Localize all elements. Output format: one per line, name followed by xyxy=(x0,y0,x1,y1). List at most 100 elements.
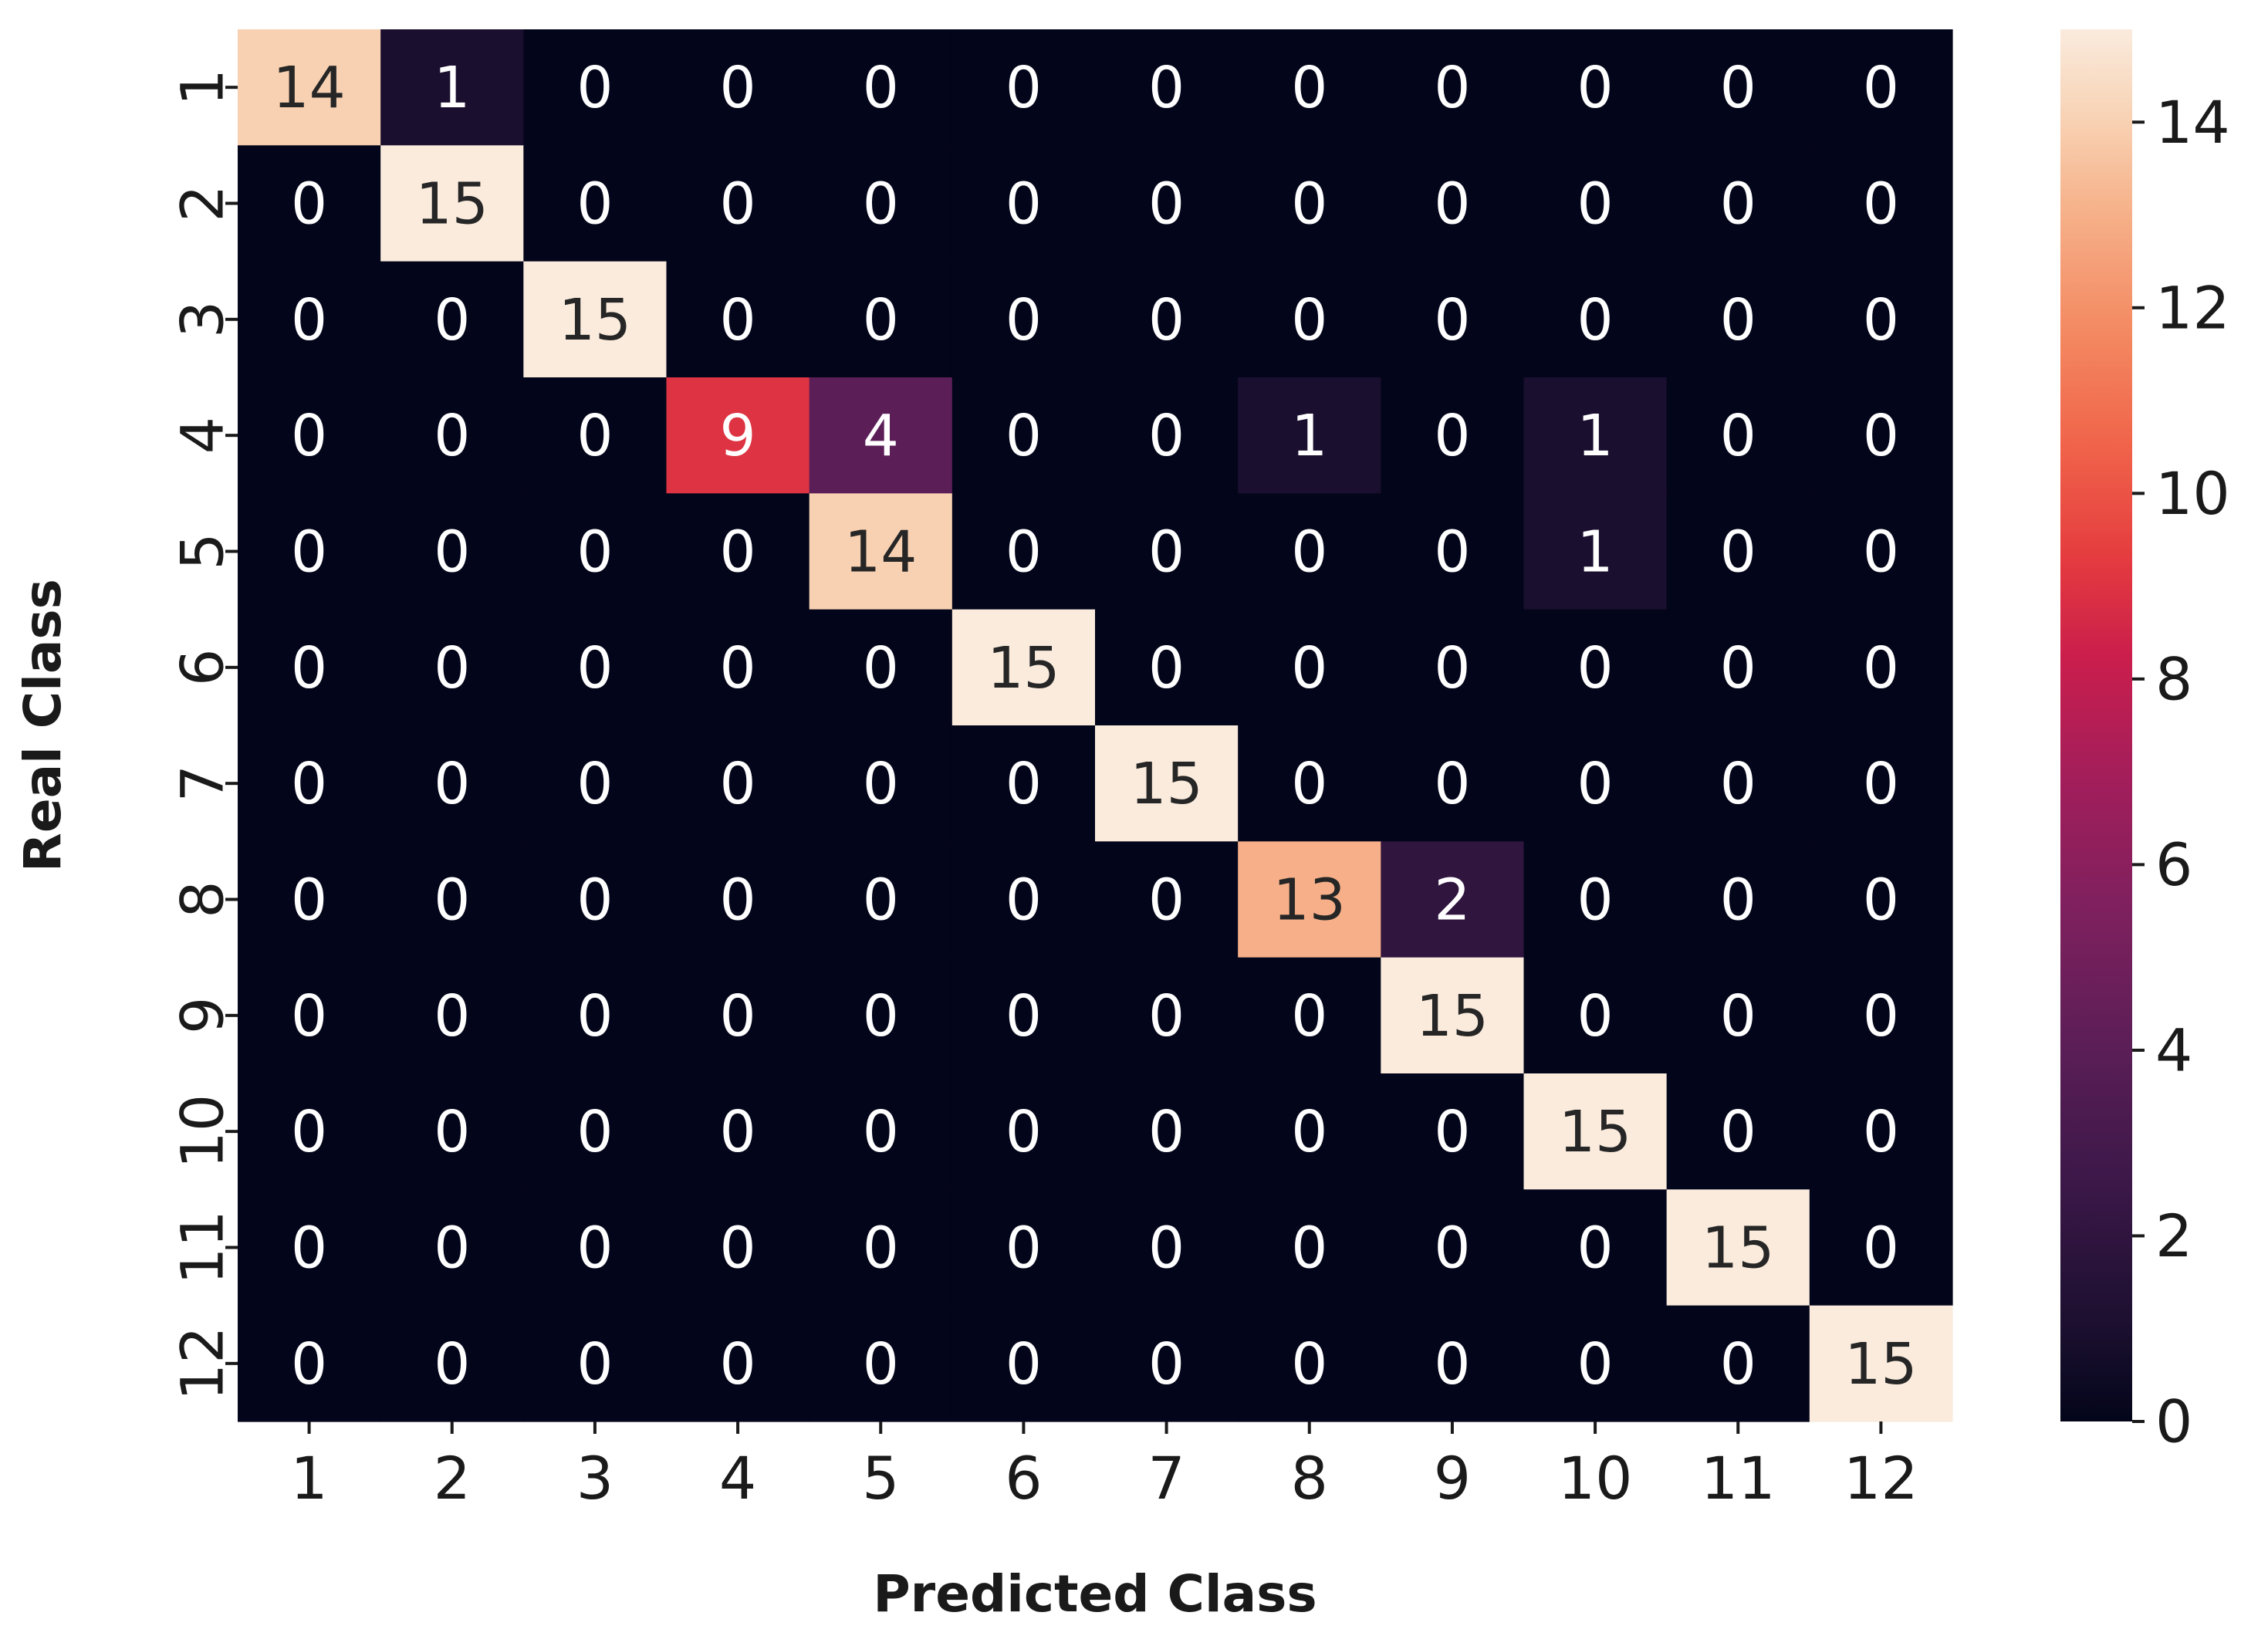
heatmap-cell xyxy=(238,493,381,610)
heatmap-cell xyxy=(380,145,524,262)
cell-value-label: 0 xyxy=(863,635,899,701)
y-tick-label: 5 xyxy=(168,532,237,570)
cell-value-label: 0 xyxy=(576,1215,613,1282)
cell-value-label: 0 xyxy=(576,635,613,701)
cell-value-label: 0 xyxy=(1434,519,1470,586)
cell-value-label: 0 xyxy=(434,1215,470,1282)
heatmap-cell xyxy=(380,1073,524,1190)
cell-value-label: 0 xyxy=(1863,55,1899,121)
cell-value-label: 0 xyxy=(1148,1331,1185,1398)
heatmap-cell xyxy=(523,609,668,726)
cell-value-label: 0 xyxy=(1434,1331,1470,1398)
cell-value-label: 0 xyxy=(1148,867,1185,934)
cell-value-label: 15 xyxy=(987,635,1060,701)
cell-value-label: 0 xyxy=(434,519,470,586)
heatmap-cell xyxy=(809,1073,953,1190)
cell-value-label: 0 xyxy=(1291,55,1327,121)
y-tick-label: 7 xyxy=(168,765,237,802)
cell-value-label: 15 xyxy=(416,171,488,238)
cell-value-label: 0 xyxy=(863,867,899,934)
heatmap-cell xyxy=(1523,377,1668,494)
cell-value-label: 0 xyxy=(720,867,756,934)
cell-value-label: 0 xyxy=(1148,635,1185,701)
heatmap-cell xyxy=(809,261,953,378)
x-tick-label: 6 xyxy=(1005,1444,1042,1513)
cell-value-label: 0 xyxy=(1863,171,1899,238)
cell-value-label: 0 xyxy=(576,983,613,1050)
cell-value-label: 0 xyxy=(1863,635,1899,701)
heatmap-cell xyxy=(1809,957,1953,1074)
cell-value-label: 0 xyxy=(1577,983,1614,1050)
heatmap-cell xyxy=(238,1305,381,1422)
heatmap-cell xyxy=(1238,1305,1381,1422)
heatmap-cell xyxy=(1666,493,1810,610)
heatmap-cell xyxy=(238,145,381,262)
x-tick-label: 5 xyxy=(862,1444,899,1513)
heatmap-cell xyxy=(523,145,668,262)
cell-value-label: 0 xyxy=(1720,1099,1756,1165)
x-tick-label: 11 xyxy=(1701,1444,1776,1513)
cell-value-label: 0 xyxy=(1577,751,1614,817)
cell-value-label: 0 xyxy=(720,751,756,817)
cell-value-label: 0 xyxy=(863,983,899,1050)
heatmap-cell xyxy=(1809,261,1953,378)
heatmap-cell xyxy=(523,957,668,1074)
heatmap-cell xyxy=(1523,841,1668,958)
y-tick-label: 1 xyxy=(168,69,237,106)
heatmap-cell xyxy=(523,1073,668,1190)
cell-value-label: 0 xyxy=(1434,1215,1470,1282)
cell-value-label: 0 xyxy=(1720,751,1756,817)
y-tick-label: 12 xyxy=(168,1326,237,1401)
y-tick-label: 8 xyxy=(168,881,237,918)
cell-value-label: 0 xyxy=(1434,1099,1470,1165)
cell-value-label: 0 xyxy=(1434,287,1470,353)
heatmap-cell xyxy=(666,725,810,842)
cell-value-label: 0 xyxy=(863,1215,899,1282)
heatmap-cell xyxy=(951,841,1096,958)
heatmap-cell xyxy=(1381,725,1525,842)
cell-value-label: 15 xyxy=(1130,751,1202,817)
cell-value-label: 0 xyxy=(434,751,470,817)
heatmap-cell xyxy=(1238,377,1381,494)
cell-value-label: 1 xyxy=(1577,403,1614,469)
heatmap-cell xyxy=(1381,1189,1525,1306)
heatmap-cell xyxy=(951,261,1096,378)
x-tick-label: 10 xyxy=(1558,1444,1633,1513)
heatmap-cell xyxy=(1381,29,1525,146)
heatmap-cell xyxy=(951,377,1096,494)
heatmap-cell xyxy=(1238,609,1381,726)
cell-value-label: 0 xyxy=(1148,983,1185,1050)
heatmap-cell xyxy=(1381,1073,1525,1190)
heatmap-cell xyxy=(1809,841,1953,958)
heatmap-cell xyxy=(238,1073,381,1190)
heatmap-cell xyxy=(1238,1189,1381,1306)
heatmap-cell xyxy=(1238,145,1381,262)
heatmap-cell xyxy=(951,1305,1096,1422)
heatmap-cell xyxy=(1666,1189,1810,1306)
cell-value-label: 0 xyxy=(291,983,327,1050)
cell-value-label: 0 xyxy=(720,287,756,353)
colorbar-tick-label: 6 xyxy=(2155,830,2192,899)
cell-value-label: 0 xyxy=(1148,1215,1185,1282)
cell-value-label: 0 xyxy=(291,751,327,817)
heatmap-cell xyxy=(1809,1305,1953,1422)
cell-value-label: 0 xyxy=(1291,287,1327,353)
cell-value-label: 0 xyxy=(1434,171,1470,238)
cell-value-label: 0 xyxy=(434,287,470,353)
cell-value-label: 0 xyxy=(1434,635,1470,701)
heatmap-cell xyxy=(666,29,810,146)
heatmap-cell xyxy=(1095,1189,1239,1306)
cell-value-label: 0 xyxy=(1863,751,1899,817)
colorbar-tick-label: 8 xyxy=(2155,644,2192,713)
cell-value-label: 0 xyxy=(576,171,613,238)
heatmap-cell xyxy=(380,1305,524,1422)
cell-value-label: 0 xyxy=(1291,1331,1327,1398)
cell-value-label: 0 xyxy=(720,519,756,586)
heatmap-cell xyxy=(809,841,953,958)
cell-value-label: 0 xyxy=(576,519,613,586)
cell-value-label: 0 xyxy=(1006,1331,1042,1398)
heatmap-cell xyxy=(523,841,668,958)
heatmap-cell xyxy=(1381,261,1525,378)
heatmap-cell xyxy=(1523,725,1668,842)
